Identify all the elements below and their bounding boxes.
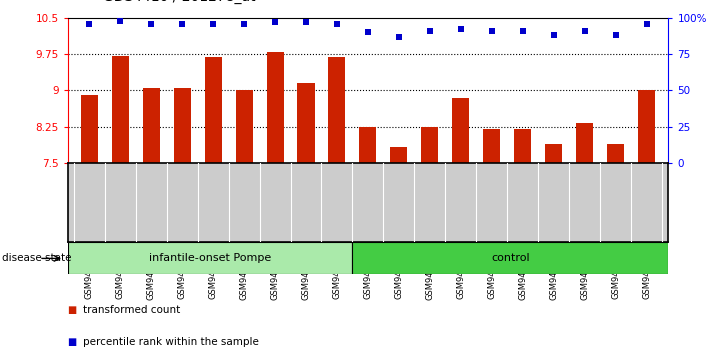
Point [363, 29, 374, 35]
Point [641, 21, 653, 26]
Text: ■: ■ [68, 337, 77, 347]
Point [300, 19, 311, 25]
Bar [483, 129, 501, 163]
Point [517, 28, 528, 34]
Point [610, 32, 621, 38]
Text: disease state: disease state [2, 253, 72, 263]
Text: percentile rank within the sample: percentile rank within the sample [83, 337, 259, 347]
Bar [638, 90, 655, 163]
FancyBboxPatch shape [353, 242, 668, 274]
Text: ■: ■ [68, 305, 77, 315]
Text: GDS4410 / 201278_at: GDS4410 / 201278_at [103, 0, 256, 4]
Bar [235, 90, 252, 163]
Bar [112, 56, 129, 163]
Bar [607, 144, 624, 163]
Point [176, 21, 188, 26]
Bar [173, 88, 191, 163]
Point [83, 21, 95, 26]
Text: infantile-onset Pompe: infantile-onset Pompe [149, 253, 271, 263]
Bar [81, 95, 97, 163]
Bar [514, 129, 531, 163]
Point [146, 21, 157, 26]
Point [579, 28, 590, 34]
Bar [205, 57, 222, 163]
Bar [267, 52, 284, 163]
Text: transformed count: transformed count [83, 305, 181, 315]
Bar [297, 83, 314, 163]
Point [424, 28, 436, 34]
Bar [360, 126, 376, 163]
Text: control: control [491, 253, 530, 263]
Bar [390, 147, 407, 163]
Bar [545, 144, 562, 163]
Point [238, 21, 250, 26]
Point [331, 21, 343, 26]
Bar [576, 123, 593, 163]
Point [548, 32, 560, 38]
Point [114, 18, 126, 23]
Point [393, 34, 405, 39]
Bar [143, 88, 160, 163]
Point [455, 27, 466, 32]
Point [486, 28, 498, 34]
Point [269, 19, 281, 25]
Bar [452, 97, 469, 163]
Bar [422, 126, 439, 163]
Bar [328, 57, 346, 163]
FancyBboxPatch shape [68, 242, 353, 274]
Point [208, 21, 219, 26]
